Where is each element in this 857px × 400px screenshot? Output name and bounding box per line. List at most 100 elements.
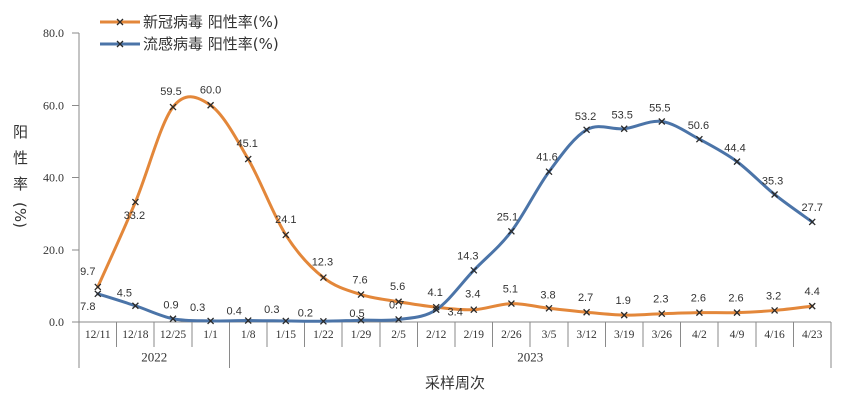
legend-label-covid: 新冠病毒 阳性率(%) [143,13,279,31]
x-year-group-label: 2022 [141,350,167,365]
influenza-value-label: 41.6 [536,152,557,164]
covid-value-label: 3.4 [465,289,480,301]
covid-value-label: 2.3 [653,294,668,306]
covid-point-marker [808,302,816,310]
covid-point-marker [319,274,327,282]
influenza-value-label: 7.8 [80,301,95,313]
covid-point-marker [733,309,741,317]
influenza-point-marker [319,317,327,325]
series-value-labels: 9.7 33.2 59.5 60.0 45.1 24.1 12.3 7.6 5.6 4.1 3.4 5… [80,84,823,320]
influenza-point-marker [470,266,478,274]
covid-value-label: 1.9 [616,295,631,307]
x-tick-label: 12/18 [122,329,148,341]
covid-point-marker [583,308,591,316]
influenza-value-label: 0.9 [163,300,178,312]
x-tick-label: 1/8 [241,329,256,341]
influenza-point-marker [733,158,741,166]
covid-point-marker [395,298,403,306]
covid-value-label: 60.0 [200,84,221,96]
influenza-point-marker [169,315,177,323]
covid-value-label: 3.2 [766,290,781,302]
influenza-line [96,119,814,323]
series-markers [94,101,816,325]
influenza-value-label: 53.5 [611,110,632,122]
influenza-value-label: 35.3 [762,175,783,187]
covid-value-label: 2.7 [578,292,593,304]
influenza-value-label: 25.1 [497,211,518,223]
x-tick-label: 3/12 [576,329,597,341]
covid-point-marker [244,155,252,163]
influenza-value-label: 0.3 [190,302,205,314]
covid-point-marker [207,101,215,109]
x-tick-label: 12/11 [85,329,111,341]
influenza-point-marker [620,125,628,133]
covid-point-marker [282,231,290,239]
x-tick-label: 2/5 [391,329,406,341]
covid-point-marker [771,306,779,314]
influenza-point-marker [771,191,779,198]
covid-point-marker [357,291,365,299]
influenza-value-label: 0.7 [389,299,404,311]
covid-value-label: 59.5 [160,86,181,98]
covid-point-marker [432,303,440,311]
influenza-value-label: 4.5 [117,288,132,300]
covid-point-marker [507,300,515,308]
covid-point-marker [169,103,177,111]
influenza-point-marker [207,317,215,325]
x-tick-label: 3/26 [652,329,673,341]
axes: 0.0 20.0 40.0 60.0 80.0 12/11 12/18 12/25 1/1 1/8… [43,26,832,368]
influenza-point-marker [432,306,440,314]
x-year-group-label: 2023 [517,350,543,365]
covid-value-label: 45.1 [236,138,257,150]
covid-value-label: 4.1 [428,287,443,299]
influenza-value-label: 44.4 [724,143,745,155]
y-tick-label: 20.0 [43,243,64,257]
x-tick-label: 4/2 [692,329,707,341]
covid-point-marker [620,311,628,319]
influenza-point-marker [357,316,365,324]
covid-value-label: 5.6 [390,281,405,293]
influenza-point-marker [282,317,290,325]
covid-value-label: 12.3 [312,257,333,269]
influenza-point-marker [808,218,816,226]
covid-value-label: 3.8 [540,289,555,301]
legend-x-marker-icon [116,18,124,26]
covid-point-marker [470,306,478,314]
x-tick-label: 12/25 [160,329,186,341]
influenza-value-label: 50.6 [688,120,709,132]
influenza-point-marker [695,135,703,143]
covid-value-label: 4.4 [805,286,820,298]
covid-value-label: 5.1 [503,284,518,296]
x-tick-label: 1/29 [351,329,372,341]
influenza-value-label: 27.7 [801,202,822,214]
influenza-point-marker [131,302,139,310]
influenza-point-marker [507,227,515,235]
covid-point-marker [545,304,553,312]
covid-value-label: 9.7 [80,266,95,278]
x-tick-label: 1/1 [203,329,218,341]
x-tick-label: 1/22 [313,329,334,341]
x-tick-label: 4/23 [802,329,823,341]
influenza-value-label: 0.5 [349,308,364,320]
influenza-point-marker [395,316,403,323]
influenza-value-label: 0.3 [264,304,279,316]
x-tick-label: 3/19 [614,329,635,341]
x-tick-label: 2/26 [501,329,522,341]
covid-point-marker [94,283,102,291]
covid-value-label: 2.6 [691,293,706,305]
legend-label-influenza: 流感病毒 阳性率(%) [143,35,279,53]
influenza-point-marker [244,317,252,325]
covid-point-marker [658,310,666,318]
influenza-point-marker [658,118,666,125]
x-tick-label: 3/5 [542,329,557,341]
legend-x-marker-icon [116,40,124,48]
influenza-point-marker [94,290,102,298]
x-tick-label: 2/12 [426,329,447,341]
y-tick-label: 40.0 [43,171,64,185]
influenza-value-label: 3.4 [448,307,463,319]
x-tick-label: 1/15 [276,329,297,341]
x-tick-label: 4/16 [764,329,785,341]
y-tick-label: 60.0 [43,98,64,112]
x-tick-label: 2/19 [464,329,485,341]
